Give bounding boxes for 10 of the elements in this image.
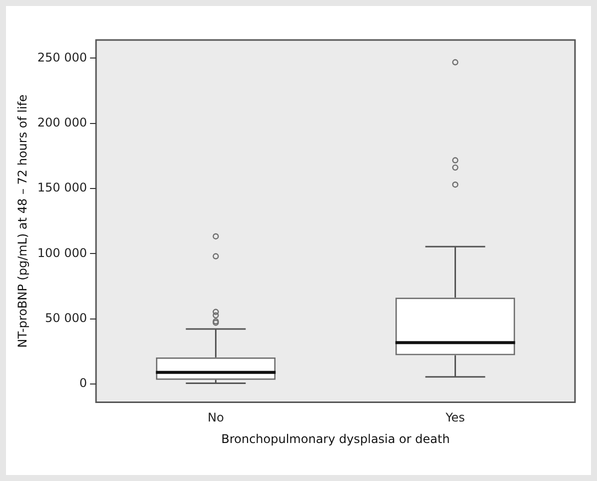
x-tick-label: Yes	[444, 410, 465, 425]
y-tick-label: 150 000	[37, 180, 88, 195]
y-tick-label: 0	[79, 376, 88, 390]
y-tick-label: 100 000	[37, 246, 88, 260]
y-tick-label: 50 000	[45, 310, 88, 325]
x-axis-title: Bronchopulmonary dysplasia or death	[221, 432, 450, 446]
y-tick-label: 250 000	[37, 50, 88, 64]
y-tick-label: 200 000	[37, 116, 88, 130]
x-tick-label: No	[208, 410, 224, 425]
y-axis-title: NT-proBNP (pg/mL) at 48 – 72 hours of life	[15, 94, 30, 348]
